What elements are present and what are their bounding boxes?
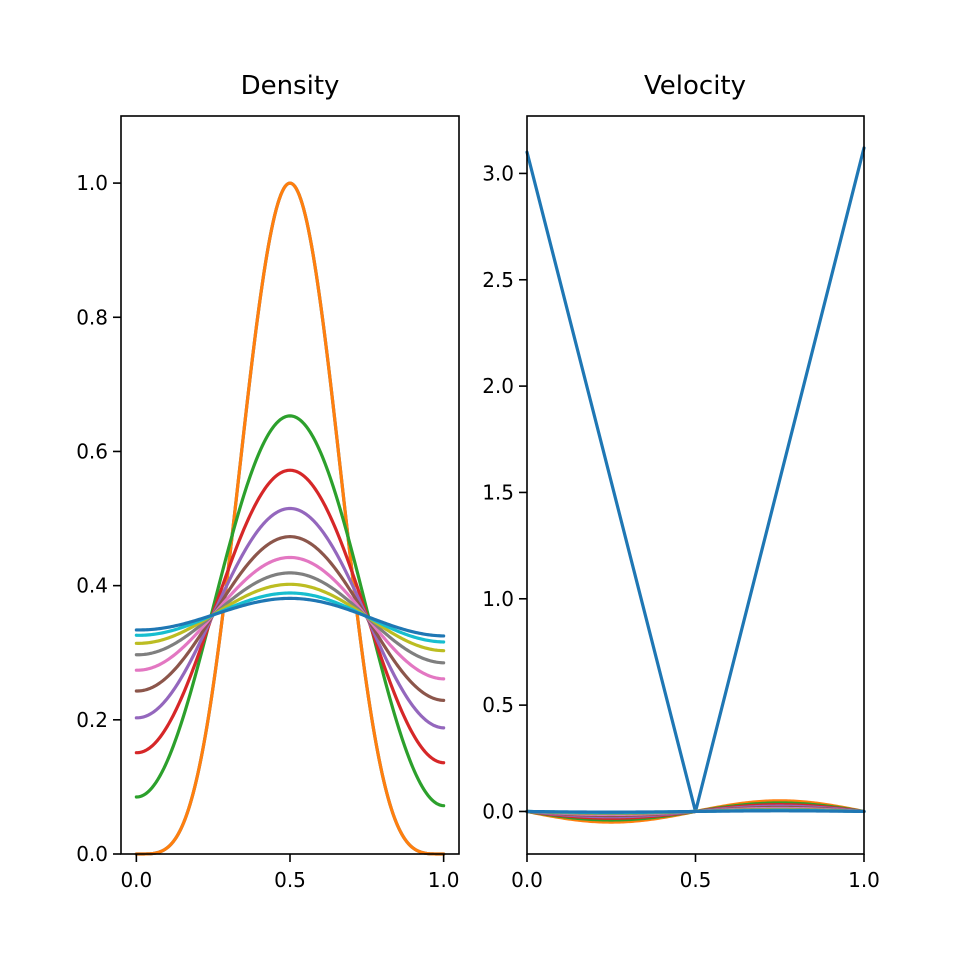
density-series-line-7 bbox=[134, 571, 446, 665]
velocity-ytick-label: 2.0 bbox=[482, 374, 514, 398]
velocity-panel: Velocity 0.0 0.5 1.0 0.0 0.5 1.0 1.5 2.0 2.5 3.0 bbox=[482, 71, 880, 892]
velocity-ytick-label: 2.5 bbox=[482, 268, 514, 292]
density-ytick-label: 0.8 bbox=[76, 305, 108, 329]
velocity-title: Velocity bbox=[644, 71, 746, 101]
velocity-ytick-label: 1.5 bbox=[482, 480, 514, 504]
velocity-xtick-label: 0.0 bbox=[511, 868, 543, 892]
velocity-xtick-label: 1.0 bbox=[848, 868, 880, 892]
density-ytick-label: 0.2 bbox=[76, 708, 108, 732]
density-series-line-2 bbox=[134, 414, 446, 808]
velocity-series-line-10 bbox=[525, 809, 866, 814]
density-xtick-label: 0.0 bbox=[120, 868, 152, 892]
density-series-line-6 bbox=[134, 555, 446, 681]
velocity-ytick-label: 0.0 bbox=[482, 799, 514, 823]
density-ytick-label: 0.6 bbox=[76, 439, 108, 463]
density-series-line-10 bbox=[134, 596, 446, 638]
velocity-series-group bbox=[525, 146, 866, 824]
density-series-line-9 bbox=[134, 591, 446, 644]
density-axis-ticks: 0.0 0.5 1.0 0.0 0.2 0.4 0.6 0.8 1.0 bbox=[76, 171, 459, 892]
density-series-line-4 bbox=[134, 506, 446, 730]
density-ytick-label: 1.0 bbox=[76, 171, 108, 195]
velocity-axis-ticks: 0.0 0.5 1.0 0.0 0.5 1.0 1.5 2.0 2.5 3.0 bbox=[482, 161, 880, 892]
velocity-ytick-label: 0.5 bbox=[482, 693, 514, 717]
velocity-ytick-label: 1.0 bbox=[482, 587, 514, 611]
velocity-ytick-label: 3.0 bbox=[482, 161, 514, 185]
density-ytick-label: 0.4 bbox=[76, 574, 108, 598]
density-series-line-3 bbox=[134, 468, 446, 765]
density-series-line-8 bbox=[134, 582, 446, 653]
velocity-xtick-label: 0.5 bbox=[680, 868, 712, 892]
velocity-axes-frame bbox=[526, 115, 865, 855]
density-axes-frame bbox=[120, 115, 460, 855]
density-title: Density bbox=[241, 71, 340, 101]
density-series-line-5 bbox=[134, 535, 446, 702]
density-xtick-label: 0.5 bbox=[274, 868, 306, 892]
density-ytick-label: 0.0 bbox=[76, 842, 108, 866]
density-panel: Density 0.0 0.5 1.0 0.0 0.2 0.4 0.6 0.8 1.0 bbox=[76, 71, 460, 892]
density-series-line-1 bbox=[134, 181, 446, 856]
density-xtick-label: 1.0 bbox=[428, 868, 460, 892]
density-series-group bbox=[134, 181, 446, 856]
